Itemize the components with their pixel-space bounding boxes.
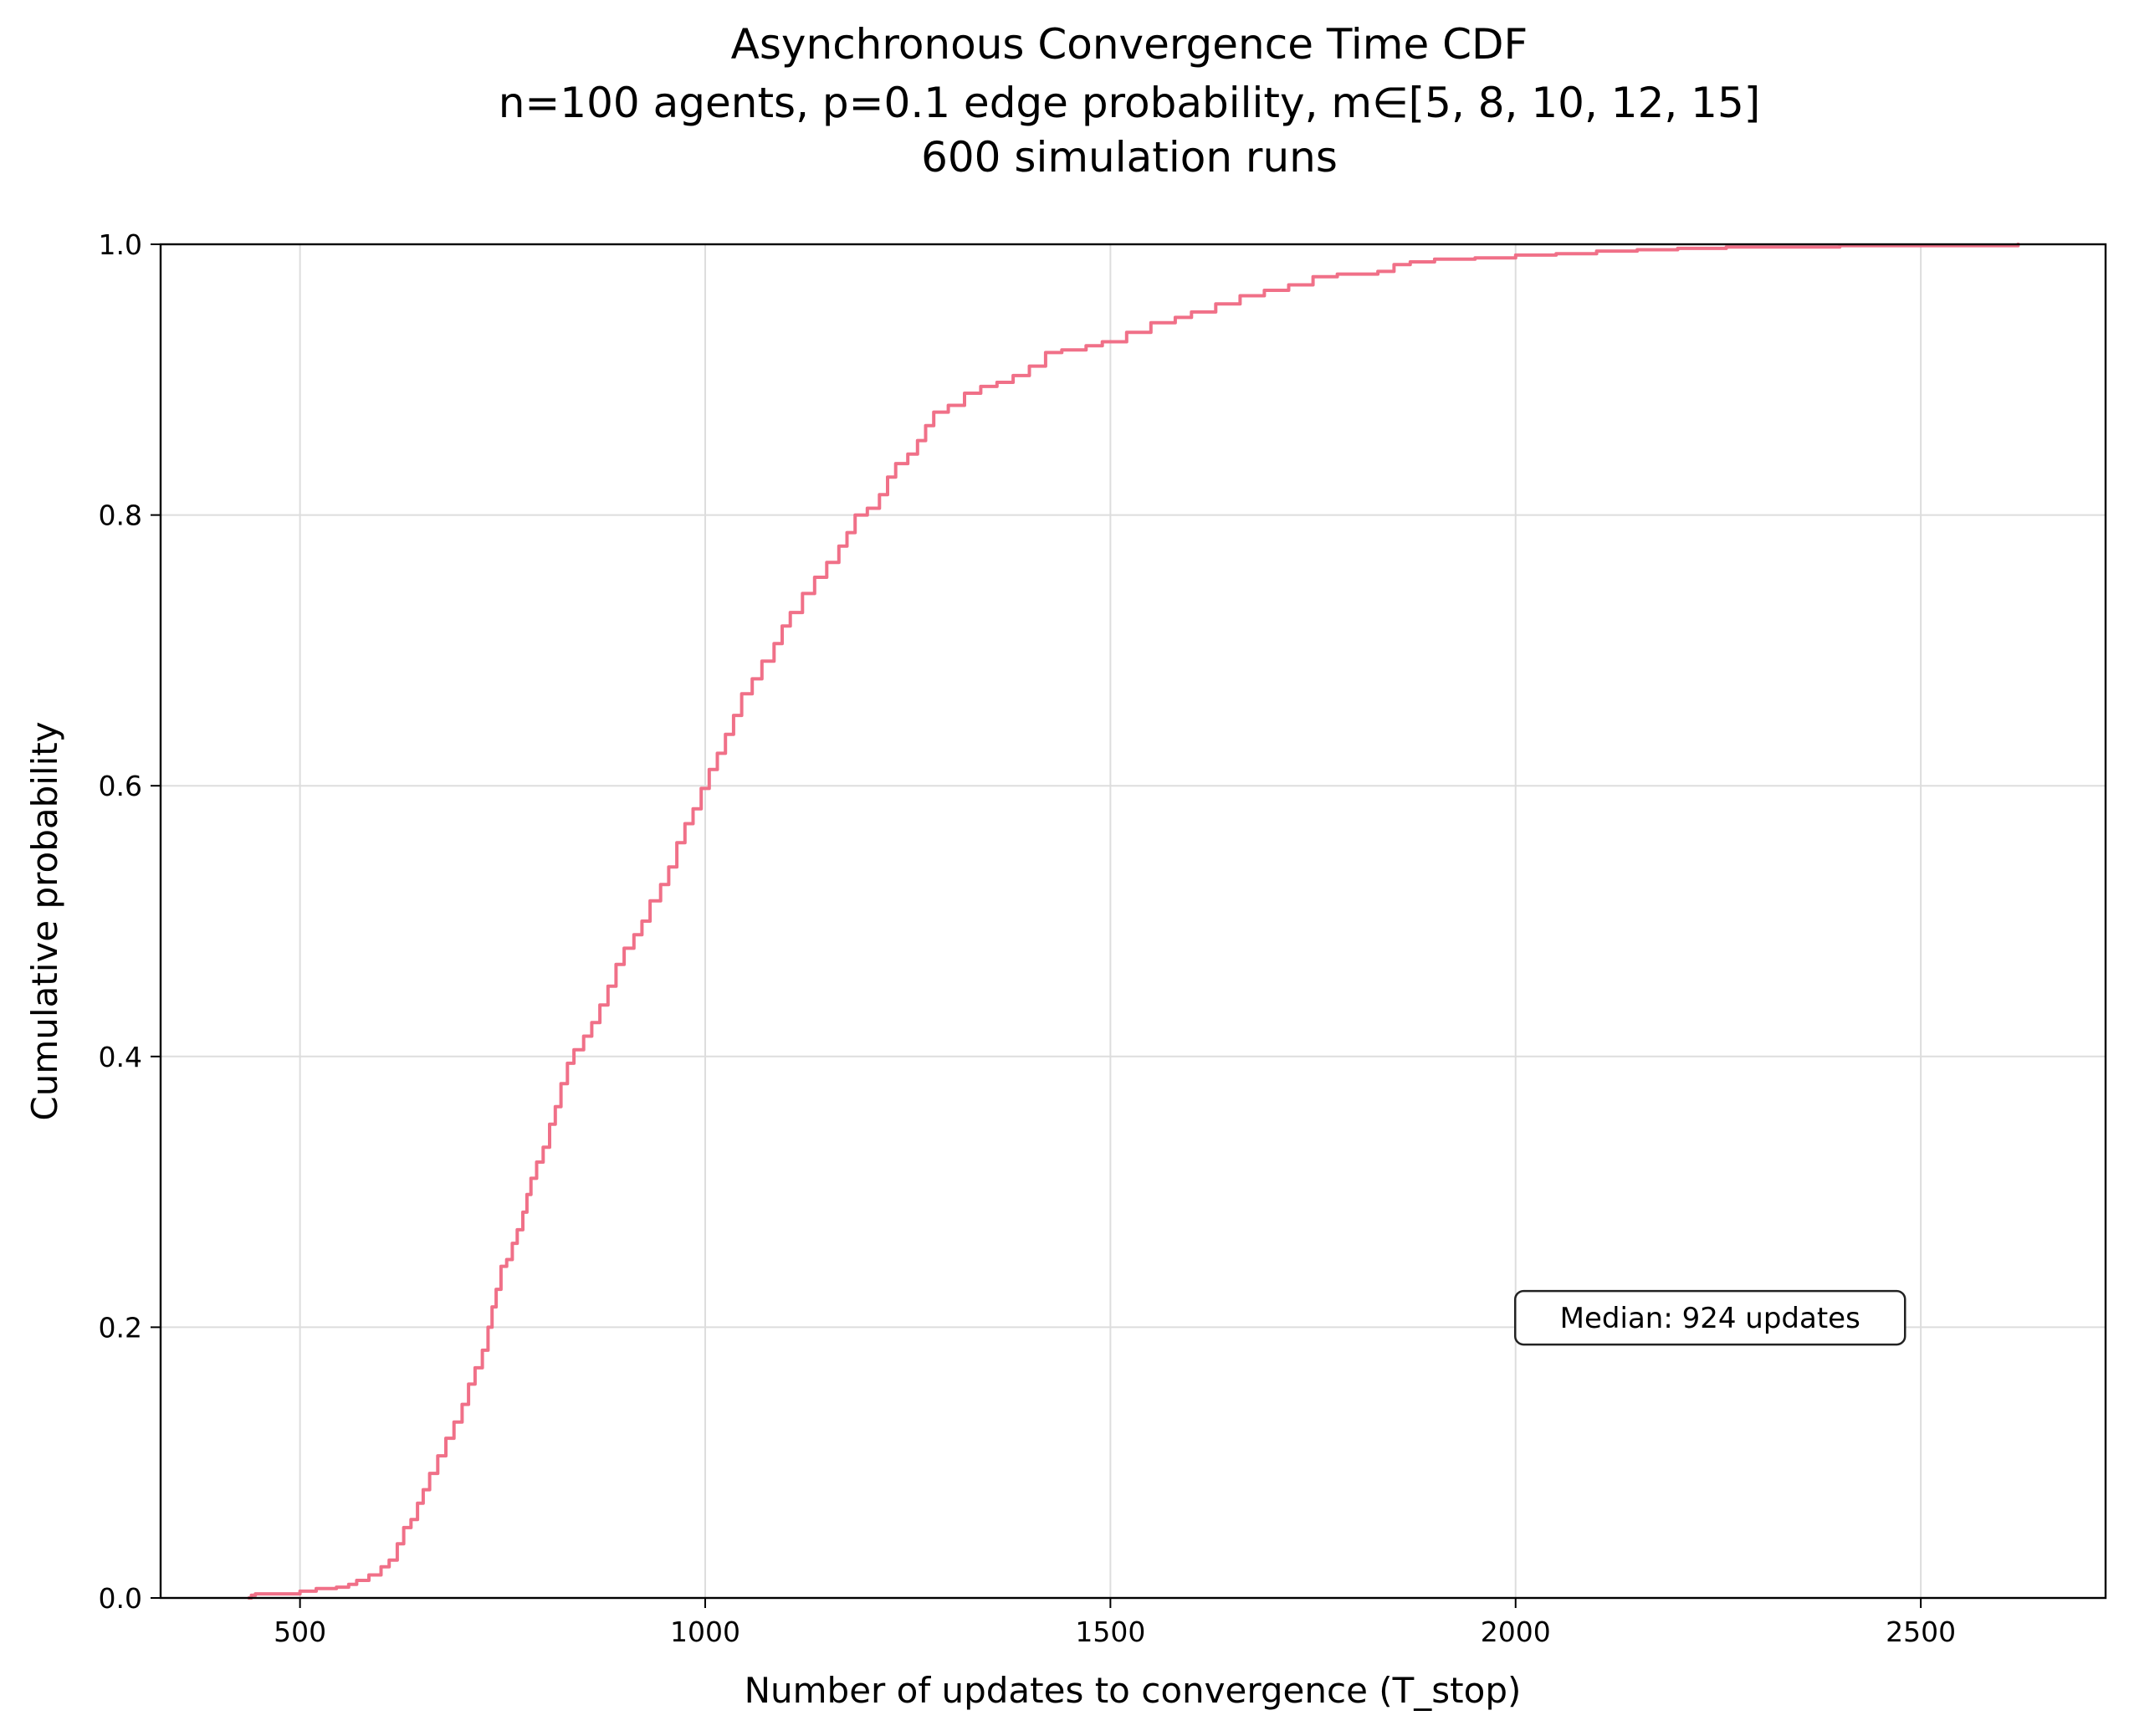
y-tick-label: 0.6 <box>99 770 142 802</box>
x-tick-label: 2000 <box>1481 1616 1551 1648</box>
median-annotation-text: Median: 924 updates <box>1560 1302 1860 1335</box>
y-tick-label: 0.8 <box>99 499 142 532</box>
x-tick-label: 2500 <box>1886 1616 1956 1648</box>
x-tick-label: 1500 <box>1075 1616 1145 1648</box>
x-tick-label: 500 <box>274 1616 326 1648</box>
chart-title-line-2: n=100 agents, p=0.1 edge probability, m∈… <box>499 79 1761 127</box>
chart-title-line-3: 600 simulation runs <box>921 133 1338 182</box>
axis-ticks: 500 1000 1500 2000 2500 0.0 0.2 0.4 0.6 0.8 1.0 <box>99 228 1957 1648</box>
y-tick-label: 0.4 <box>99 1041 142 1073</box>
series-layer <box>247 243 2020 1600</box>
y-tick-label: 0.2 <box>99 1311 142 1344</box>
y-tick-label: 0.0 <box>99 1582 142 1615</box>
y-axis-label: Cumulative probability <box>24 721 65 1120</box>
y-tick-label: 1.0 <box>99 228 142 261</box>
cdf-series-line <box>247 243 2020 1600</box>
x-axis-label: Number of updates to convergence (T_stop… <box>745 1670 1522 1711</box>
median-annotation-box <box>1514 1289 1906 1346</box>
median-annotation: Median: 924 updates <box>1514 1289 1906 1346</box>
chart-title-line-1: Asynchronous Convergence Time CDF <box>731 20 1528 69</box>
plot-frame <box>159 243 2107 1600</box>
x-tick-label: 1000 <box>670 1616 740 1648</box>
